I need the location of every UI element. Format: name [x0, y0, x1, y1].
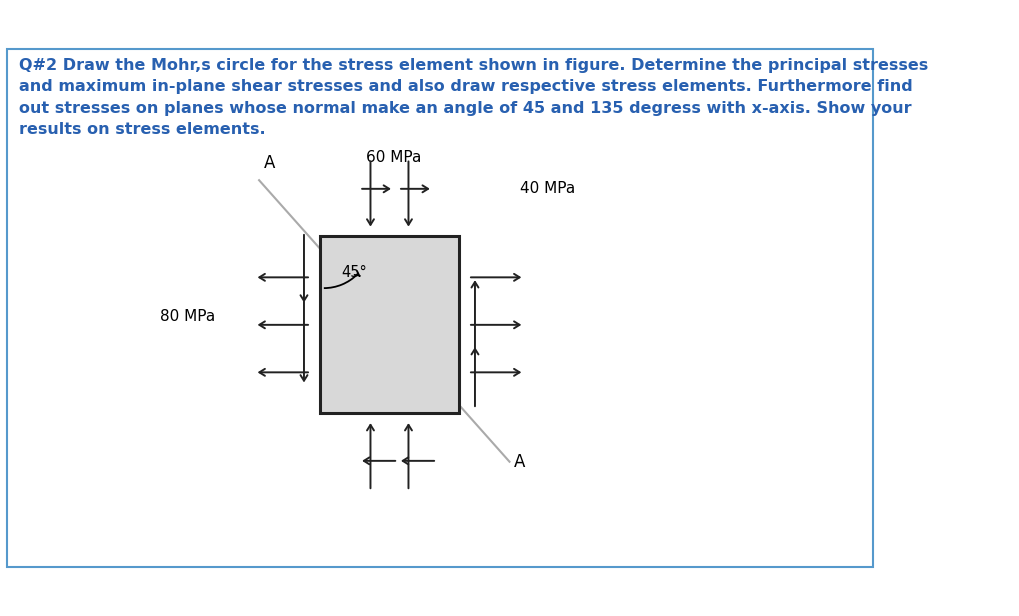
Text: A: A: [263, 153, 275, 171]
Text: 40 MPa: 40 MPa: [520, 181, 575, 197]
Text: Q#2 Draw the Mohr,s circle for the stress element shown in figure. Determine the: Q#2 Draw the Mohr,s circle for the stres…: [19, 57, 928, 137]
Text: 45°: 45°: [341, 265, 367, 280]
Text: 60 MPa: 60 MPa: [366, 150, 422, 165]
Bar: [320, 237, 460, 413]
Text: 80 MPa: 80 MPa: [160, 309, 215, 323]
Text: A: A: [514, 453, 525, 471]
